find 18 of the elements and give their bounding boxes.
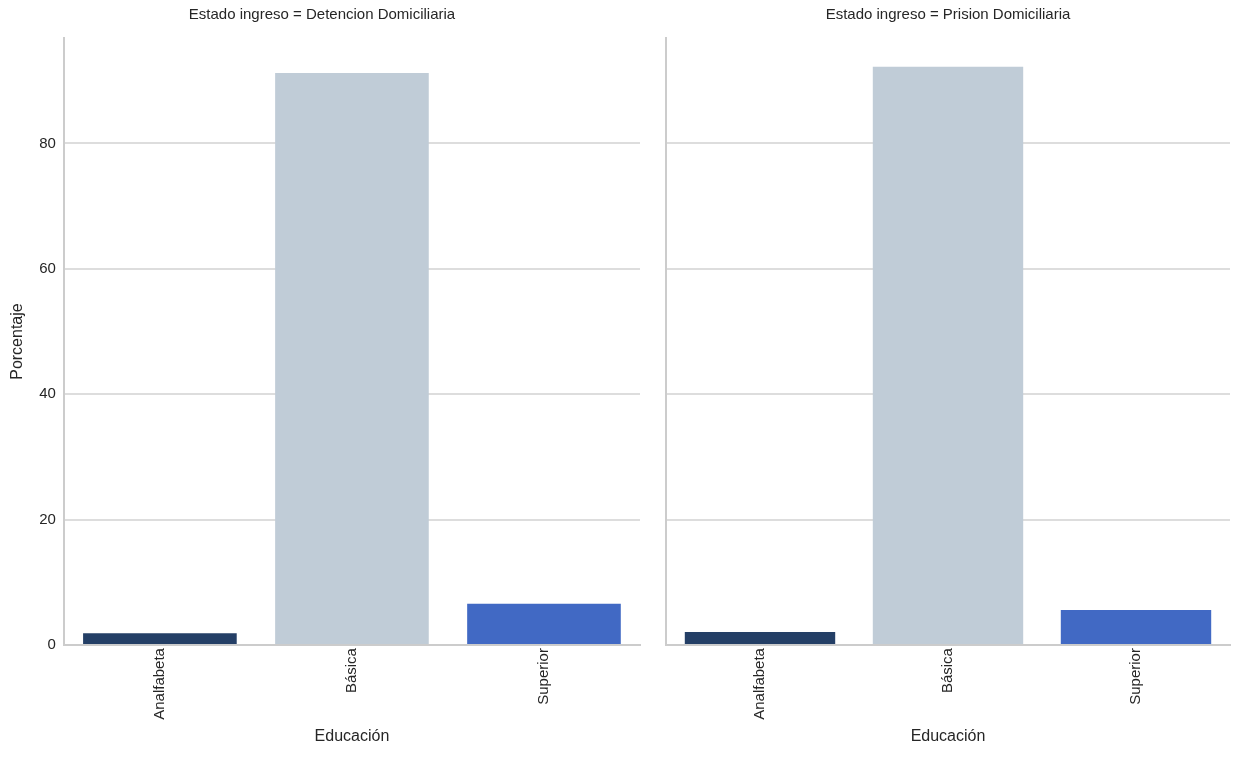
x-axis-title: Educación <box>314 726 390 744</box>
y-tick-label: 0 <box>47 635 56 653</box>
y-tick-label: 60 <box>39 258 56 276</box>
x-axis-title: Educación <box>910 726 986 744</box>
x-tick-label: Superior <box>1126 648 1144 705</box>
y-tick-label: 80 <box>39 133 56 151</box>
x-tick-label: Analfabeta <box>150 647 168 720</box>
x-tick-label: Analfabeta <box>750 647 768 720</box>
bar <box>83 633 237 645</box>
y-axis-title: Porcentaje <box>8 303 26 380</box>
y-tick-label: 20 <box>39 509 56 527</box>
x-tick-label: Básica <box>342 647 360 694</box>
bar <box>467 603 621 645</box>
chart-title: Estado ingreso = Prision Domiciliaria <box>825 5 1071 23</box>
x-tick-label: Superior <box>534 648 552 705</box>
chart-title: Estado ingreso = Detencion Domiciliaria <box>188 5 456 23</box>
x-tick-label: Básica <box>938 647 956 694</box>
y-tick-label: 40 <box>39 384 56 402</box>
